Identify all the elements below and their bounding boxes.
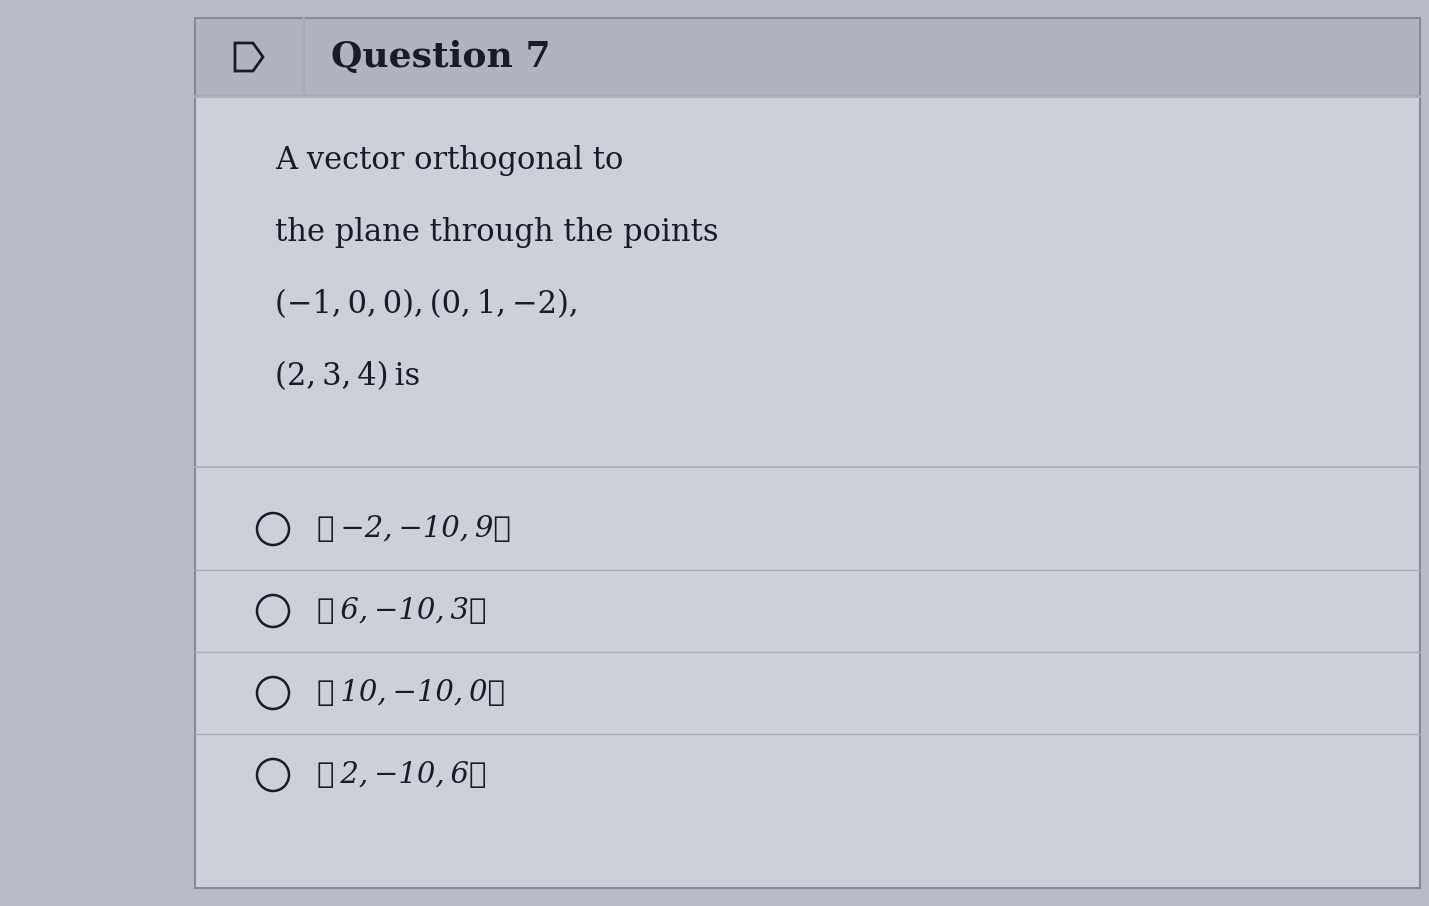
Text: 〈 10, −10, 0〉: 〈 10, −10, 0〉: [317, 679, 504, 707]
Text: 〈 6, −10, 3〉: 〈 6, −10, 3〉: [317, 597, 486, 625]
Text: the plane through the points: the plane through the points: [274, 217, 719, 248]
FancyBboxPatch shape: [194, 96, 1420, 888]
Text: Question 7: Question 7: [332, 40, 550, 74]
Text: 〈 −2, −10, 9〉: 〈 −2, −10, 9〉: [317, 515, 512, 543]
Text: (−1, 0, 0), (0, 1, −2),: (−1, 0, 0), (0, 1, −2),: [274, 290, 579, 321]
Text: (2, 3, 4) is: (2, 3, 4) is: [274, 361, 420, 392]
FancyBboxPatch shape: [194, 18, 1420, 96]
Text: 〈 2, −10, 6〉: 〈 2, −10, 6〉: [317, 761, 486, 789]
Text: A vector orthogonal to: A vector orthogonal to: [274, 146, 623, 177]
